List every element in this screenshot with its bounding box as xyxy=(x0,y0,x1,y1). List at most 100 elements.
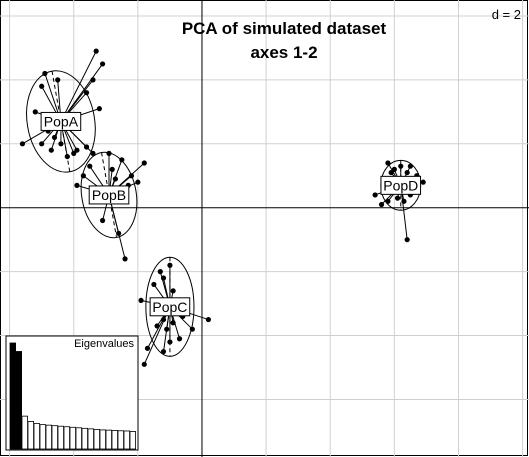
data-point xyxy=(87,163,93,169)
data-point xyxy=(151,281,157,288)
group-label-popb: PopB xyxy=(88,185,130,205)
eigenvalue-bar xyxy=(33,423,40,450)
eigenvalue-bar xyxy=(99,429,106,450)
eigenvalue-bar xyxy=(129,431,136,450)
data-point xyxy=(404,237,410,243)
eigenvalue-bars xyxy=(9,342,136,450)
data-point xyxy=(404,169,410,176)
data-point xyxy=(378,201,385,208)
group-label-box xyxy=(88,185,130,205)
groups: PopA PopB PopC PopD xyxy=(19,48,426,367)
eigenvalue-bar xyxy=(117,430,124,450)
eigenvalue-bar xyxy=(39,424,46,450)
group-label-text: PopC xyxy=(152,299,187,315)
eigenvalue-bar xyxy=(51,425,58,450)
data-point xyxy=(167,262,173,268)
data-point xyxy=(90,77,96,83)
eigenvalue-bar xyxy=(57,425,64,450)
group-popd: PopD xyxy=(372,159,426,243)
data-point xyxy=(420,179,426,185)
data-point xyxy=(80,173,86,179)
eigenvalue-bar xyxy=(123,430,130,450)
data-point xyxy=(160,348,167,355)
data-point xyxy=(141,160,147,166)
group-popb: PopB xyxy=(74,150,147,262)
data-point xyxy=(391,166,397,172)
eigenvalue-bar xyxy=(81,427,88,450)
star-line xyxy=(108,194,126,259)
data-point xyxy=(93,48,99,54)
data-point xyxy=(48,147,54,153)
group-label-text: PopA xyxy=(44,113,79,129)
star-line xyxy=(60,50,97,122)
group-label-box xyxy=(40,111,82,131)
data-point xyxy=(99,217,106,224)
group-popa: PopA xyxy=(19,48,106,173)
data-point xyxy=(144,345,151,351)
data-point xyxy=(55,77,61,83)
data-point xyxy=(170,320,176,326)
eigenvalues-inset: Eigenvalues xyxy=(5,335,139,451)
data-point xyxy=(388,169,394,176)
group-label-popd: PopD xyxy=(380,175,422,195)
group-label-text: PopD xyxy=(383,177,418,193)
data-point xyxy=(385,160,391,166)
group-label-box xyxy=(149,297,191,317)
data-point xyxy=(90,150,96,156)
eigenvalues-label: Eigenvalues xyxy=(74,338,134,350)
data-point xyxy=(372,192,378,198)
data-point xyxy=(74,182,80,188)
data-point xyxy=(164,326,170,332)
eigenvalue-bar xyxy=(93,428,100,450)
eigenvalue-bar xyxy=(45,424,52,450)
eigenvalue-bar xyxy=(9,342,16,450)
eigenvalue-bar xyxy=(15,351,22,450)
data-point xyxy=(106,150,112,156)
eigenvalue-bar xyxy=(111,430,118,450)
eigenvalue-bar xyxy=(21,415,28,450)
data-point xyxy=(122,256,128,262)
data-point xyxy=(170,288,176,294)
chart-subtitle: axes 1-2 xyxy=(250,43,317,62)
data-point xyxy=(157,269,163,275)
data-point xyxy=(83,90,90,96)
group-label-box xyxy=(380,175,422,195)
eigenvalue-bar xyxy=(27,421,34,450)
data-point xyxy=(64,153,70,160)
eigenvalue-bar xyxy=(87,428,94,450)
data-point xyxy=(401,198,407,204)
data-point xyxy=(58,141,64,147)
group-label-popc: PopC xyxy=(149,297,191,317)
group-popc: PopC xyxy=(138,256,211,367)
data-point xyxy=(128,173,135,179)
data-point xyxy=(141,361,147,367)
chart-title: PCA of simulated dataset xyxy=(182,19,387,38)
data-point xyxy=(176,336,183,342)
data-point xyxy=(96,106,102,112)
data-point xyxy=(189,326,195,332)
data-point xyxy=(160,316,167,323)
data-point xyxy=(407,163,413,169)
data-point xyxy=(138,297,144,304)
data-point xyxy=(135,179,141,185)
data-point xyxy=(205,316,211,323)
eigenvalue-bar xyxy=(69,426,76,450)
data-point xyxy=(112,176,119,182)
data-point xyxy=(32,109,38,115)
data-point xyxy=(116,230,122,236)
data-point xyxy=(51,134,58,141)
scale-label: d = 2 xyxy=(492,7,521,22)
data-point xyxy=(74,147,80,153)
data-point xyxy=(160,275,167,281)
data-point xyxy=(394,195,401,201)
eigenvalue-bar xyxy=(63,426,70,450)
eigenvalue-bar xyxy=(105,429,112,450)
data-point xyxy=(119,157,125,163)
data-point xyxy=(39,141,45,147)
data-point xyxy=(154,323,160,329)
data-point xyxy=(71,150,77,156)
data-point xyxy=(385,198,391,204)
data-point xyxy=(83,144,90,150)
